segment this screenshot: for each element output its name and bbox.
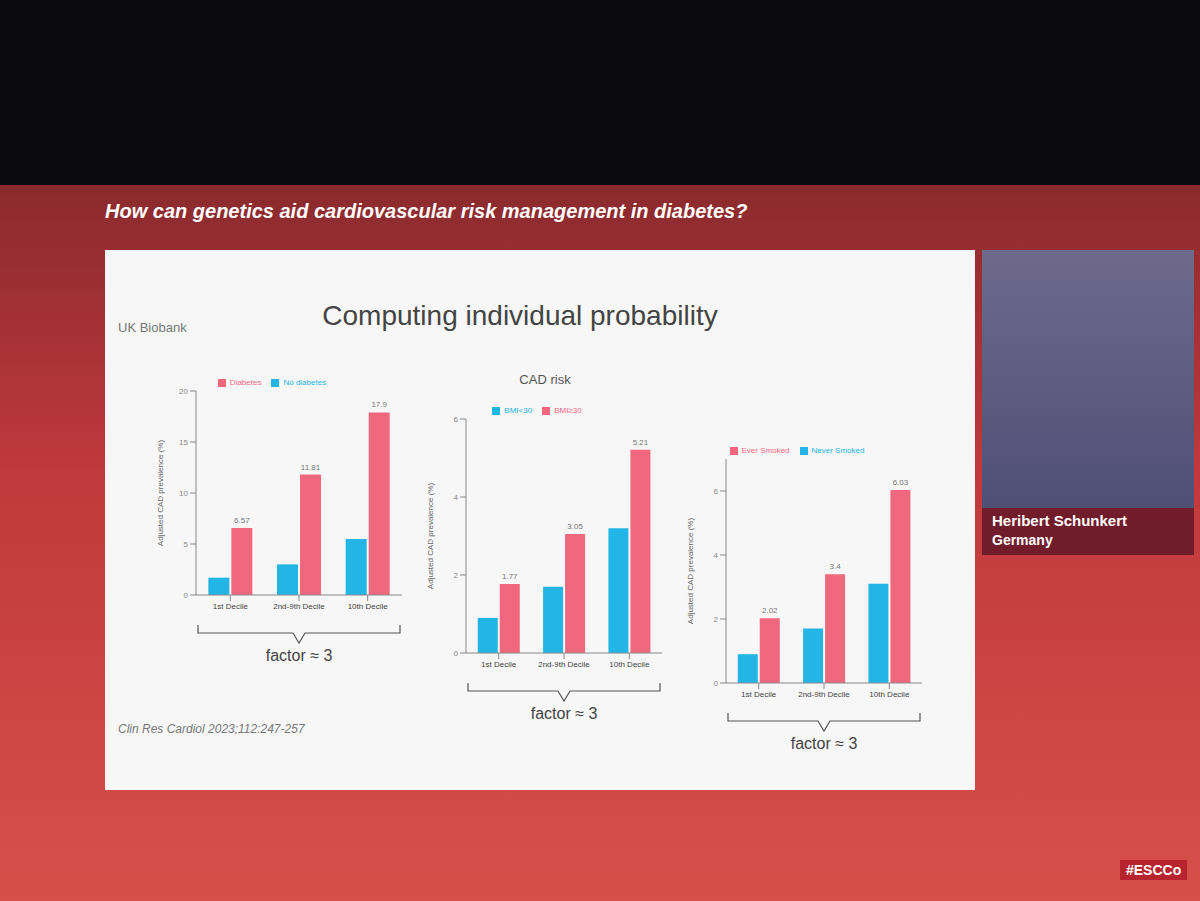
html-text:factor ≈ 3: factor ≈ 3: [530, 705, 598, 722]
svg-text:15: 15: [179, 438, 188, 447]
html-text:UK Biobank: UK Biobank: [118, 320, 187, 335]
svg-text:0: 0: [184, 591, 189, 600]
html-text:Never Smoked: Never Smoked: [811, 446, 865, 455]
html-text:CAD risk: CAD risk: [519, 372, 571, 387]
html-text:BMI≥30: BMI≥30: [554, 406, 582, 415]
svg-text:10th Decile: 10th Decile: [348, 602, 389, 611]
svg-text:20: 20: [179, 387, 188, 396]
html-text:How can genetics aid cardiovas: How can genetics aid cardiovascular risk…: [105, 200, 748, 222]
html-text:Clin Res Cardiol 2023;112:247-: Clin Res Cardiol 2023;112:247-257: [118, 722, 305, 736]
svg-text:2nd-9th Decile: 2nd-9th Decile: [538, 660, 590, 669]
svg-text:2nd-9th Decile: 2nd-9th Decile: [273, 602, 325, 611]
svg-text:3.05: 3.05: [567, 522, 583, 531]
svg-text:6: 6: [714, 487, 719, 496]
svg-text:3.4: 3.4: [830, 562, 842, 571]
html-text:Diabetes: Diabetes: [229, 378, 262, 387]
svg-text:10th Decile: 10th Decile: [609, 660, 650, 669]
svg-text:10: 10: [179, 489, 188, 498]
html-text:Computing individual probabili: Computing individual probability: [322, 300, 718, 331]
svg-text:1st Decile: 1st Decile: [741, 690, 777, 699]
svg-text:2: 2: [714, 615, 719, 624]
svg-text:5: 5: [184, 540, 189, 549]
svg-text:5.21: 5.21: [633, 438, 649, 447]
svg-text:Adjusted CAD prevalence (%): Adjusted CAD prevalence (%): [156, 440, 165, 547]
html-text:#ESCCo: #ESCCo: [1126, 862, 1182, 878]
html-text:Ever Smoked: Ever Smoked: [741, 446, 790, 455]
svg-text:2nd-9th Decile: 2nd-9th Decile: [798, 690, 850, 699]
svg-text:0: 0: [454, 649, 459, 658]
svg-text:0: 0: [714, 679, 719, 688]
html-text:BMI<30: BMI<30: [504, 406, 533, 415]
html-text:factor ≈ 3: factor ≈ 3: [790, 735, 858, 752]
svg-text:6.03: 6.03: [893, 478, 909, 487]
svg-text:4: 4: [454, 493, 459, 502]
svg-text:6: 6: [454, 415, 459, 424]
svg-text:Adjusted CAD prevalence (%): Adjusted CAD prevalence (%): [426, 483, 435, 590]
svg-text:1st Decile: 1st Decile: [213, 602, 249, 611]
svg-text:1.77: 1.77: [502, 572, 518, 581]
svg-text:11.81: 11.81: [301, 463, 321, 472]
svg-text:2: 2: [454, 571, 459, 580]
html-text:factor ≈ 3: factor ≈ 3: [265, 647, 333, 664]
svg-text:4: 4: [714, 551, 719, 560]
svg-text:2.02: 2.02: [762, 606, 778, 615]
html-text:No diabetes: No diabetes: [283, 378, 327, 387]
svg-text:17.9: 17.9: [371, 400, 387, 409]
html-text:Germany: Germany: [992, 532, 1053, 548]
svg-text:10th Decile: 10th Decile: [869, 690, 910, 699]
svg-text:Adjusted CAD prevalence (%): Adjusted CAD prevalence (%): [686, 518, 695, 625]
svg-text:1st Decile: 1st Decile: [481, 660, 517, 669]
svg-text:6.57: 6.57: [234, 516, 250, 525]
html-text:Heribert Schunkert: Heribert Schunkert: [992, 512, 1127, 529]
